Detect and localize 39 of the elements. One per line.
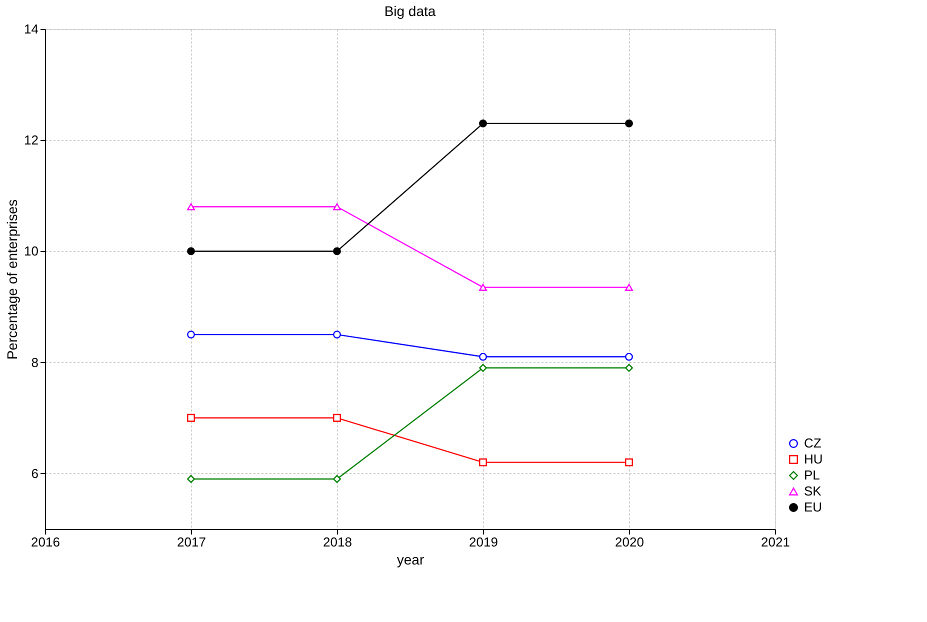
point [625, 352, 633, 361]
point [187, 414, 195, 422]
x-tick-label: 2018 [323, 534, 352, 550]
legend-label: EU [804, 500, 822, 514]
chart-title: Big data [384, 3, 436, 19]
x-tick-label: 2020 [615, 534, 644, 550]
y-tick-label: 12 [24, 132, 38, 148]
point [333, 475, 341, 483]
point [187, 330, 195, 339]
x-tick-label: 2017 [177, 534, 206, 550]
y-tick-label: 8 [31, 354, 38, 370]
x-tick-label: 2019 [469, 534, 498, 550]
point [479, 364, 487, 372]
point [625, 458, 633, 466]
point [187, 475, 195, 483]
x-axis-title: year [396, 552, 424, 568]
point [333, 247, 341, 256]
point [333, 203, 341, 210]
legend-label: SK [804, 484, 822, 498]
y-tick-label: 14 [24, 22, 38, 36]
point [625, 284, 633, 291]
x-tick-label: 2016 [31, 534, 60, 550]
point [479, 119, 487, 128]
point [187, 203, 195, 210]
point [333, 414, 341, 422]
y-tick-label: 6 [31, 466, 38, 481]
legend-label: CZ [804, 436, 822, 450]
point [187, 247, 195, 256]
y-axis-title: Percentage of enterprises [4, 199, 20, 360]
x-tick-label: 2021 [761, 534, 790, 550]
point [479, 284, 487, 291]
point [625, 364, 633, 372]
legend-label: PL [804, 468, 820, 482]
point [333, 330, 341, 339]
point [625, 119, 633, 128]
point [479, 458, 487, 466]
y-tick-label: 10 [24, 244, 38, 259]
point [479, 352, 487, 361]
legend-label: HU [804, 452, 823, 466]
